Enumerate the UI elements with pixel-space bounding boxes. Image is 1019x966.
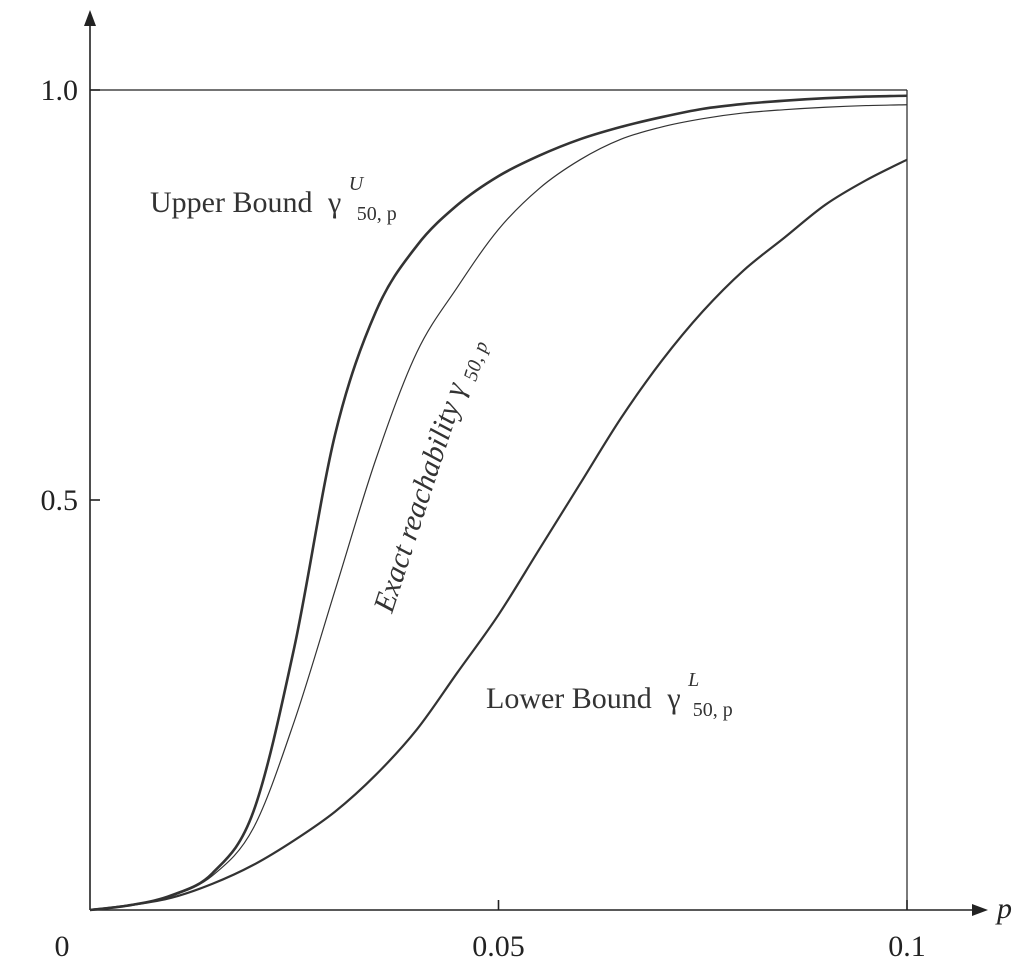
series-lower-bound [89, 158, 908, 912]
upper-bound-annotation: Upper Bound γ U 50, p [150, 164, 397, 225]
upper-bound-annotation-subscript: 50, p [357, 203, 397, 225]
upper-bound-annotation-text: Upper Bound [150, 186, 312, 219]
y-tick-label: 1.0 [41, 74, 79, 107]
y-axis [84, 10, 96, 910]
series-group [89, 94, 908, 912]
lower-bound-annotation-symbol: γ [666, 682, 680, 715]
x-axis-arrowhead [972, 904, 988, 916]
series-exact-reachability [89, 104, 908, 911]
x-tick-label: 0 [55, 930, 70, 963]
x-tick-label: 0.1 [888, 930, 926, 963]
ticks: 0 0.05 0.1 0.5 1.0 [41, 74, 926, 963]
y-tick-label: 0.5 [41, 484, 79, 517]
series-upper-bound [89, 94, 908, 912]
lower-bound-annotation-text: Lower Bound [486, 682, 652, 715]
exact-annotation-subscript: 50, p [460, 339, 493, 384]
x-tick-label: 0.05 [472, 930, 525, 963]
lower-bound-annotation-subscript: 50, p [693, 699, 733, 721]
x-axis [90, 904, 988, 916]
y-axis-arrowhead [84, 10, 96, 26]
x-axis-label: p [995, 892, 1012, 925]
lower-bound-annotation-superscript: L [687, 669, 699, 691]
upper-bound-annotation-superscript: U [349, 173, 365, 195]
lower-bound-annotation: Lower Bound γ L 50, p [486, 660, 733, 721]
exact-annotation-symbol: γ [437, 378, 472, 401]
exact-annotation: Exact reachability γ 50, p [367, 334, 493, 619]
exact-annotation-text: Exact reachability [367, 396, 467, 617]
upper-bound-annotation-symbol: γ [327, 186, 341, 219]
